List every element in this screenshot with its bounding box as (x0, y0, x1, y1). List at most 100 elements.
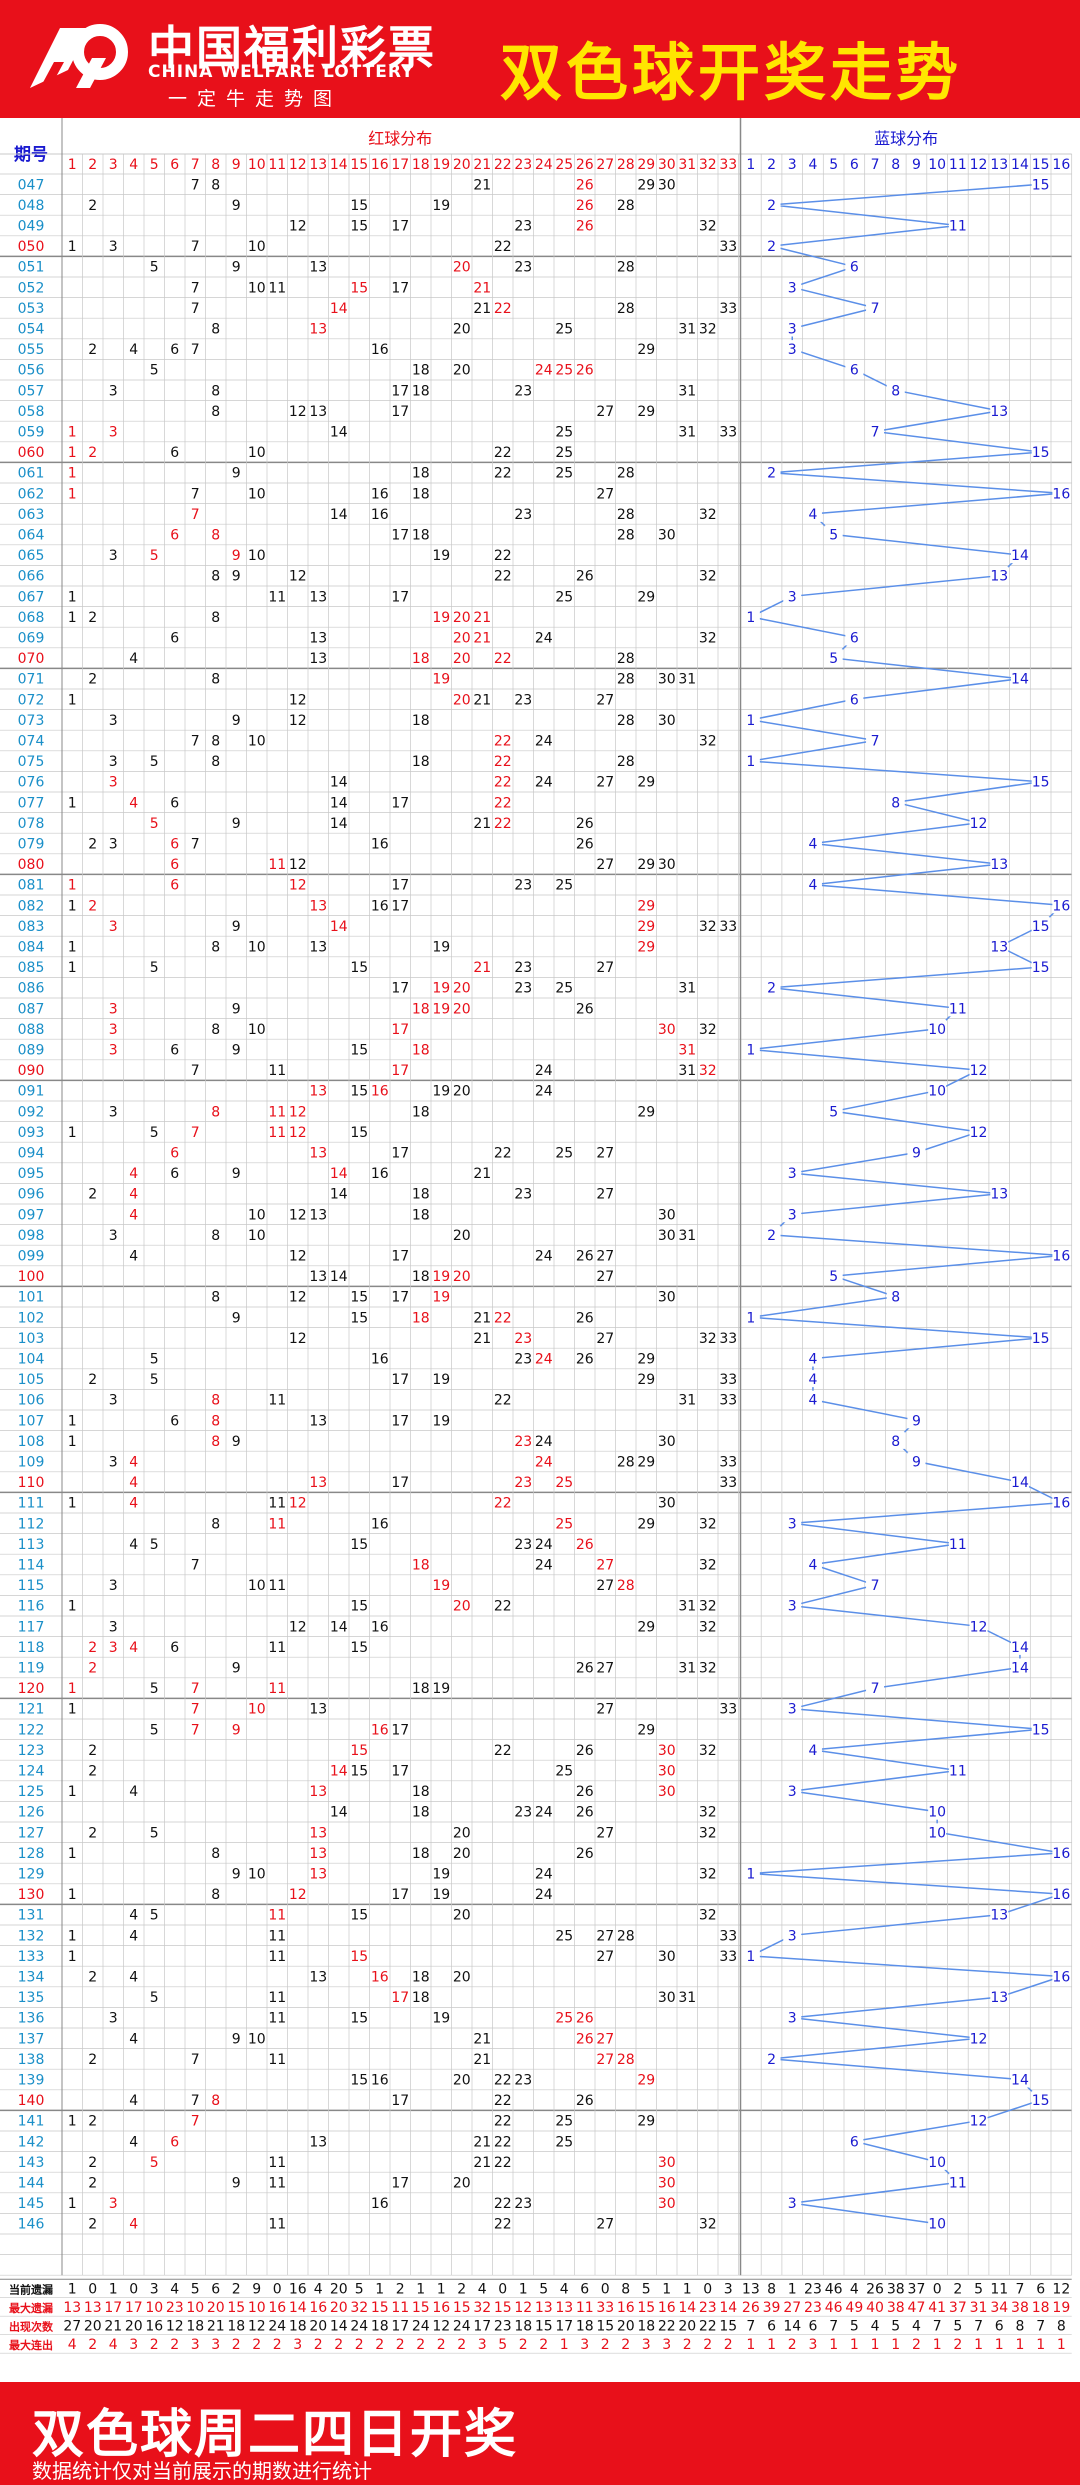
stats-red-value: 1 (375, 2282, 384, 2298)
blue-ball-bg (948, 999, 967, 1017)
period-label: 078 (18, 816, 45, 832)
period-label: 074 (18, 734, 45, 750)
red-ball-number: 6 (170, 1043, 179, 1059)
red-ball-number: 13 (309, 322, 327, 338)
red-ball-number: 19 (432, 1681, 450, 1697)
red-ball-number: 31 (678, 981, 696, 997)
blue-ball-number: 4 (808, 837, 817, 853)
red-ball-number: 10 (248, 1022, 266, 1038)
logo-english-text: CHINA WELFARE LOTTERY (148, 62, 415, 82)
red-ball-number: 25 (555, 1928, 573, 1944)
blue-ball-bg (948, 216, 967, 234)
red-ball-number: 11 (268, 1063, 286, 1079)
red-ball-number: 7 (191, 1702, 200, 1718)
blue-number-header: 16 (1052, 157, 1070, 173)
red-ball-number: 8 (211, 1022, 220, 1038)
red-ball-number: 13 (309, 898, 327, 914)
stats-red-value: 2 (273, 2337, 282, 2353)
red-ball-number: 24 (535, 1249, 553, 1265)
red-ball-number: 6 (170, 837, 179, 853)
red-ball-number: 21 (473, 301, 491, 317)
red-ball-number: 18 (412, 1805, 430, 1821)
red-ball-number: 20 (453, 1228, 471, 1244)
blue-ball-bg (907, 1411, 926, 1429)
red-ball-number: 28 (617, 1928, 635, 1944)
red-ball-number: 1 (68, 2196, 77, 2212)
red-ball-number: 20 (453, 692, 471, 708)
red-ball-number: 2 (88, 898, 97, 914)
blue-ball-number: 2 (767, 198, 776, 214)
red-ball-number: 21 (473, 816, 491, 832)
red-ball-number: 27 (596, 1578, 614, 1594)
blue-ball-number: 15 (1032, 177, 1050, 193)
red-ball-number: 27 (596, 1146, 614, 1162)
red-ball-number: 11 (268, 1578, 286, 1594)
blue-number-header: 5 (829, 157, 838, 173)
red-ball-number: 24 (535, 631, 553, 647)
blue-ball-bg (886, 793, 905, 811)
period-label: 141 (18, 2114, 45, 2130)
red-ball-number: 31 (678, 425, 696, 441)
red-ball-number: 19 (432, 198, 450, 214)
blue-ball-bg (886, 1431, 905, 1449)
red-ball-number: 7 (191, 1681, 200, 1697)
red-ball-number: 8 (211, 940, 220, 956)
blue-number-header: 4 (808, 157, 817, 173)
red-ball-number: 5 (150, 1908, 159, 1924)
red-number-header: 8 (211, 157, 220, 173)
blue-ball-bg (1052, 1885, 1071, 1903)
red-ball-number: 30 (658, 177, 676, 193)
period-label: 073 (18, 713, 45, 729)
red-ball-number: 5 (150, 2155, 159, 2171)
red-ball-number: 22 (494, 1310, 512, 1326)
blue-ball-number: 4 (808, 1743, 817, 1759)
stats-red-value: 15 (719, 2319, 737, 2335)
red-ball-number: 12 (289, 1331, 307, 1347)
blue-ball-number: 3 (788, 322, 797, 338)
blue-ball-bg (845, 628, 864, 646)
period-label: 080 (18, 857, 45, 873)
stats-red-value: 2 (170, 2337, 179, 2353)
stats-blue-value: 8 (767, 2282, 776, 2298)
blue-ball-number: 14 (1011, 1661, 1029, 1677)
blue-ball-bg (783, 319, 802, 337)
red-ball-number: 24 (535, 1352, 553, 1368)
red-ball-number: 8 (211, 383, 220, 399)
red-ball-number: 25 (555, 466, 573, 482)
red-ball-number: 15 (350, 1908, 368, 1924)
blue-ball-number: 14 (1011, 1640, 1029, 1656)
red-ball-number: 28 (617, 528, 635, 544)
red-ball-number: 11 (268, 1928, 286, 1944)
stats-red-value: 3 (293, 2337, 302, 2353)
red-ball-number: 30 (658, 1764, 676, 1780)
red-ball-number: 23 (514, 1537, 532, 1553)
red-ball-number: 15 (350, 198, 368, 214)
blue-ball-number: 1 (746, 1949, 755, 1965)
red-ball-number: 17 (391, 1063, 409, 1079)
red-ball-number: 2 (88, 1640, 97, 1656)
period-label: 057 (18, 383, 45, 399)
red-ball-number: 4 (129, 1537, 138, 1553)
red-ball-number: 10 (248, 1207, 266, 1223)
blue-ball-bg (948, 2173, 967, 2191)
blue-ball-number: 7 (871, 425, 880, 441)
blue-ball-bg (783, 587, 802, 605)
red-ball-number: 18 (412, 1681, 430, 1697)
red-ball-number: 11 (268, 1681, 286, 1697)
red-ball-number: 21 (473, 2134, 491, 2150)
stats-blue-value: 8 (1057, 2319, 1066, 2335)
stats-red-value: 32 (473, 2300, 491, 2316)
red-ball-number: 19 (432, 1269, 450, 1285)
red-ball-number: 2 (88, 198, 97, 214)
blue-ball-number: 15 (1032, 775, 1050, 791)
blue-ball-bg (1031, 772, 1050, 790)
red-ball-number: 15 (350, 1290, 368, 1306)
period-label: 050 (18, 239, 45, 255)
red-ball-number: 23 (514, 1187, 532, 1203)
period-label: 085 (18, 960, 45, 976)
red-ball-number: 32 (699, 1558, 717, 1574)
red-number-header: 5 (150, 157, 159, 173)
red-ball-number: 1 (68, 1434, 77, 1450)
red-ball-number: 7 (191, 301, 200, 317)
red-ball-number: 8 (211, 1846, 220, 1862)
